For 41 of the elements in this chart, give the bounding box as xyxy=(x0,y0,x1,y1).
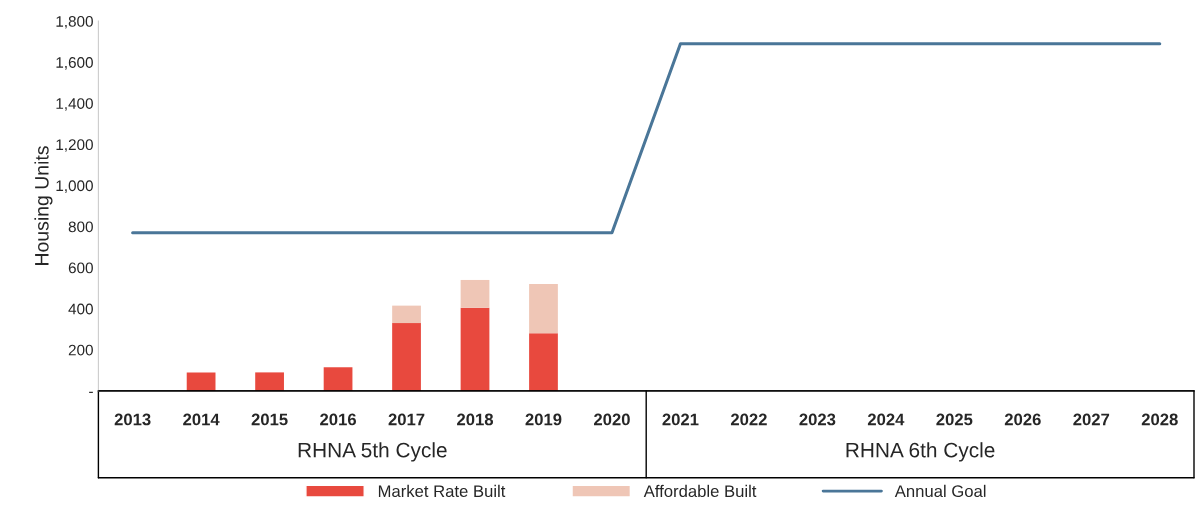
bar xyxy=(392,323,421,391)
y-tick-label: 1,000 xyxy=(56,180,93,193)
x-tick-label: 2024 xyxy=(867,413,905,426)
x-tick-label: 2016 xyxy=(320,413,356,426)
x-tick-label: 2026 xyxy=(1004,413,1041,426)
bar xyxy=(392,305,421,324)
y-tick-label: 800 xyxy=(68,221,93,233)
x-tick-label: 2015 xyxy=(251,413,288,426)
x-tick-label: 2019 xyxy=(525,413,562,426)
x-tick-label: 2013 xyxy=(114,413,151,426)
x-tick-label: 2021 xyxy=(662,413,699,426)
y-tick-label: 1,800 xyxy=(56,15,93,29)
y-axis-title: Housing Units xyxy=(34,146,53,265)
text: RHNA 6th Cycle xyxy=(846,442,995,462)
bar xyxy=(529,333,558,391)
x-tick-label: 2018 xyxy=(457,413,494,426)
y-tick-label: 200 xyxy=(68,344,93,356)
y-tick-label: 1,400 xyxy=(56,98,93,111)
bar xyxy=(186,372,216,391)
legend-label: Market Rate Built xyxy=(378,484,506,498)
text: RHNA 5th Cycle xyxy=(298,442,447,462)
y-tick-label: - xyxy=(89,391,93,393)
x-tick-label: 2025 xyxy=(936,413,973,426)
bar xyxy=(255,372,284,391)
x-tick-label: 2023 xyxy=(799,413,836,426)
x-tick-label: 2022 xyxy=(730,413,767,426)
y-tick-label: 1,200 xyxy=(56,139,93,152)
x-tick-label: 2027 xyxy=(1073,413,1110,426)
x-tick-label: 2014 xyxy=(183,413,220,426)
bar xyxy=(323,367,353,391)
legend-label: Affordable Built xyxy=(643,484,757,498)
bar xyxy=(529,284,558,334)
x-tick-label: 2020 xyxy=(594,413,630,426)
bar xyxy=(460,307,490,391)
x-tick-label: 2017 xyxy=(388,413,425,426)
y-tick-label: 400 xyxy=(68,303,93,315)
y-tick-label: 1,600 xyxy=(56,57,93,70)
legend-label: Annual Goal xyxy=(894,484,986,498)
bar xyxy=(460,279,490,308)
y-tick-label: 600 xyxy=(68,262,93,274)
x-tick-label: 2028 xyxy=(1141,413,1178,426)
